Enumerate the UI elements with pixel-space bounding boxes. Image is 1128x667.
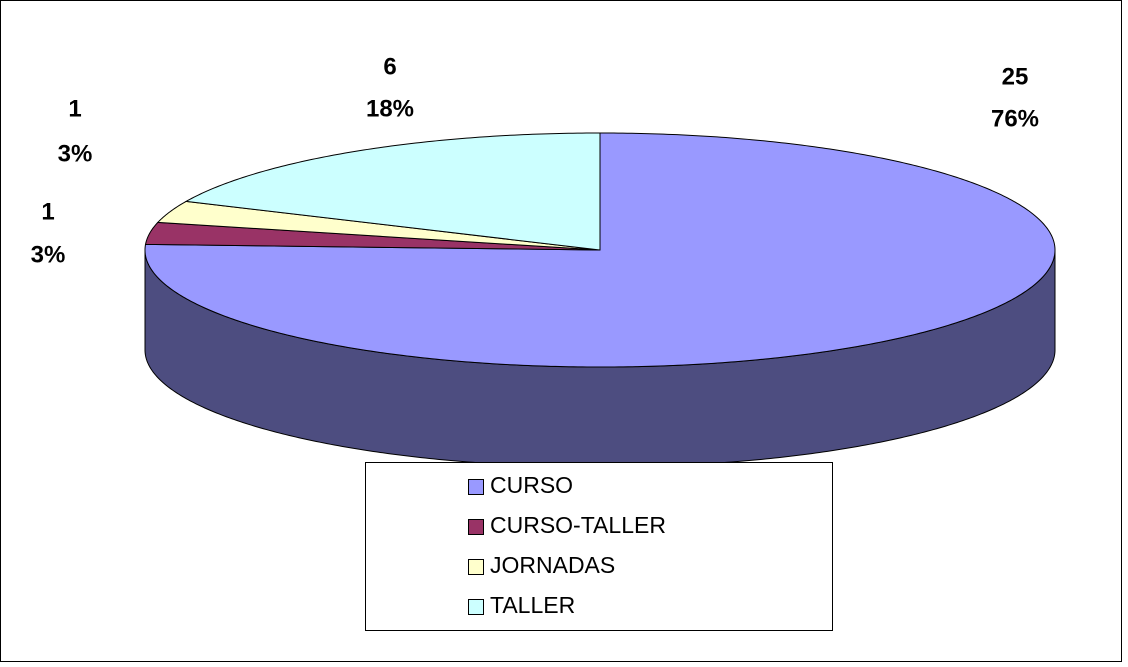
legend: CURSO CURSO-TALLER JORNADAS TALLER [468,472,666,618]
data-label: 6 [383,53,396,80]
legend-swatch [468,519,484,535]
legend-label: JORNADAS [490,552,615,578]
data-label: 1 [41,198,54,225]
legend-label: CURSO [490,472,573,498]
legend-label: CURSO-TALLER [490,512,666,538]
data-labels: 25 76% 1 3% 1 3% 6 18% [31,53,1039,268]
data-label: 25 [1002,63,1029,90]
data-label: 3% [31,241,66,268]
pie-slice [156,200,601,251]
data-label: 18% [366,95,414,122]
data-label: 1 [68,95,81,122]
data-label: 3% [58,140,93,167]
legend-swatch [468,479,484,495]
legend-swatch [468,599,484,615]
data-label: 76% [991,105,1039,132]
pie-tops [144,132,1056,368]
legend-box [365,462,833,631]
legend-swatch [468,559,484,575]
legend-label: TALLER [490,592,575,618]
pie-slice [184,132,601,251]
